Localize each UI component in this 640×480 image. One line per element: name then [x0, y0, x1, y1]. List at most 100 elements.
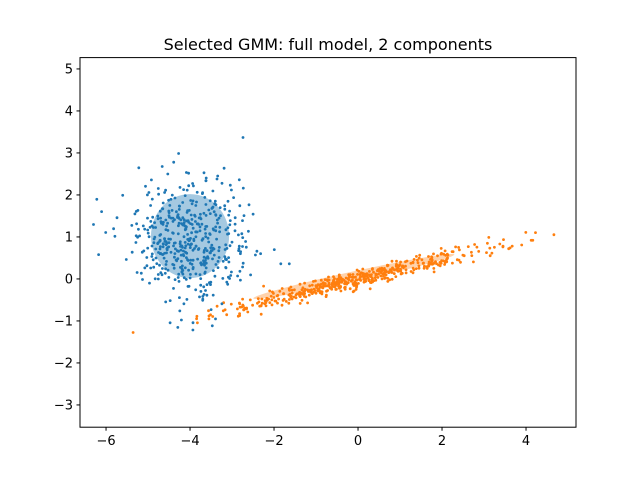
scatter-point	[455, 258, 459, 262]
scatter-point	[209, 246, 213, 250]
scatter-point	[183, 224, 187, 228]
scatter-point	[325, 278, 329, 282]
scatter-point	[204, 247, 207, 250]
scatter-point	[201, 237, 205, 241]
scatter-point	[274, 299, 278, 303]
scatter-point	[475, 245, 479, 249]
scatter-point	[134, 241, 138, 244]
scatter-point	[199, 290, 203, 293]
scatter-point	[194, 272, 198, 276]
scatter-point	[205, 283, 209, 286]
scatter-point	[262, 284, 265, 288]
scatter-point	[282, 292, 286, 295]
scatter-point	[439, 247, 443, 250]
scatter-point	[232, 196, 236, 200]
scatter-point	[175, 249, 179, 253]
scatter-point	[216, 266, 220, 269]
scatter-point	[372, 279, 376, 282]
scatter-point	[490, 251, 494, 255]
scatter-point	[493, 245, 496, 249]
scatter-point	[145, 256, 149, 259]
scatter-point	[217, 256, 221, 259]
scatter-point	[472, 260, 475, 264]
scatter-point	[384, 273, 388, 277]
scatter-point	[257, 300, 261, 304]
scatter-point	[173, 278, 177, 281]
scatter-point	[202, 250, 206, 254]
scatter-point	[552, 233, 556, 237]
scatter-point	[395, 263, 398, 266]
scatter-point	[236, 314, 240, 318]
scatter-point	[159, 233, 163, 236]
scatter-point	[158, 209, 162, 213]
scatter-point	[310, 291, 314, 295]
scatter-point	[183, 266, 187, 270]
scatter-point	[445, 257, 449, 260]
scatter-point	[416, 261, 420, 265]
scatter-point	[439, 261, 443, 265]
scatter-point	[194, 230, 198, 234]
scatter-point	[356, 273, 359, 276]
scatter-point	[183, 194, 187, 198]
scatter-point	[195, 190, 199, 194]
scatter-point	[133, 212, 137, 216]
scatter-point	[204, 235, 208, 239]
scatter-point	[239, 278, 242, 282]
scatter-point	[314, 291, 318, 295]
scatter-point	[239, 250, 243, 254]
scatter-point	[194, 288, 198, 292]
chart-title: Selected GMM: full model, 2 components	[164, 35, 493, 54]
scatter-point	[191, 226, 195, 230]
scatter-point	[287, 287, 291, 291]
scatter-point	[267, 297, 270, 301]
scatter-point	[192, 184, 195, 188]
scatter-point	[304, 295, 308, 299]
scatter-point	[367, 273, 371, 277]
scatter-point	[354, 288, 358, 291]
scatter-point	[417, 266, 421, 270]
scatter-point	[220, 181, 224, 185]
scatter-point	[246, 310, 250, 314]
scatter-point	[149, 204, 153, 207]
scatter-point	[224, 257, 228, 261]
scatter-point	[240, 232, 244, 236]
scatter-point	[461, 253, 465, 257]
scatter-point	[432, 270, 436, 274]
scatter-point	[180, 270, 184, 274]
scatter-point	[165, 260, 168, 263]
scatter-point	[294, 293, 298, 297]
scatter-point	[181, 264, 184, 268]
scatter-point	[241, 261, 245, 265]
scatter-point	[193, 247, 196, 250]
scatter-point	[218, 230, 222, 234]
scatter-point	[371, 277, 374, 280]
scatter-point	[368, 287, 372, 291]
scatter-point	[367, 279, 371, 282]
scatter-point	[259, 304, 263, 307]
scatter-point	[185, 171, 188, 174]
scatter-point	[195, 314, 199, 318]
scatter-point	[260, 297, 264, 301]
scatter-point	[292, 295, 296, 299]
scatter-point	[198, 273, 202, 276]
scatter-point	[209, 313, 212, 317]
scatter-point	[371, 267, 374, 270]
scatter-point	[228, 244, 232, 248]
scatter-point	[194, 235, 198, 239]
scatter-point	[163, 237, 167, 241]
scatter-point	[167, 241, 171, 245]
scatter-point	[345, 281, 348, 285]
scatter-point	[343, 287, 347, 291]
scatter-point	[206, 256, 210, 260]
scatter-point	[184, 278, 188, 281]
scatter-point	[272, 248, 276, 252]
scatter-point	[166, 172, 170, 176]
scatter-point	[207, 208, 211, 212]
scatter-point	[214, 203, 218, 207]
scatter-point	[386, 280, 390, 283]
scatter-point	[230, 270, 233, 274]
scatter-point	[339, 285, 342, 288]
scatter-point	[164, 188, 168, 192]
scatter-point	[238, 312, 242, 316]
